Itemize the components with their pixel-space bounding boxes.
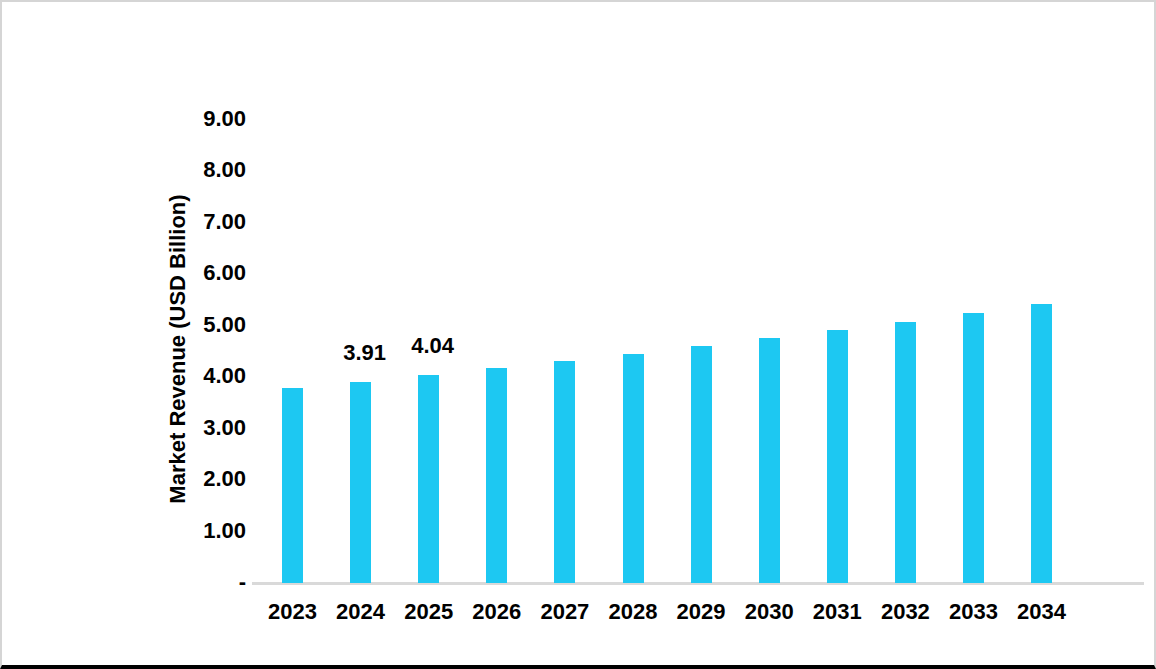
bar-2032 xyxy=(895,322,916,583)
y-tick-label: 1.00 xyxy=(186,518,246,544)
bar-2034 xyxy=(1031,304,1052,583)
x-axis-label: 2031 xyxy=(801,599,873,625)
y-tick-label: 3.00 xyxy=(186,415,246,441)
x-axis-label: 2026 xyxy=(461,599,533,625)
y-tick-label: - xyxy=(186,569,246,595)
x-axis-label: 2024 xyxy=(325,599,397,625)
bar-2026 xyxy=(486,368,507,583)
x-axis-label: 2025 xyxy=(393,599,465,625)
bar-2024 xyxy=(350,382,371,583)
x-axis-label: 2033 xyxy=(938,599,1010,625)
x-axis-label: 2027 xyxy=(529,599,601,625)
chart-canvas: Market Revenue (USD Billion) 9.00 8.00 7.0… xyxy=(0,0,1156,669)
x-axis-label: 2023 xyxy=(257,599,329,625)
bar-2029 xyxy=(691,346,712,583)
bar-2028 xyxy=(623,354,644,583)
y-tick-label: 8.00 xyxy=(186,157,246,183)
bar-2030 xyxy=(759,338,780,583)
y-tick-label: 7.00 xyxy=(186,209,246,235)
x-axis-label: 2032 xyxy=(869,599,941,625)
y-tick-label: 6.00 xyxy=(186,260,246,286)
x-axis-label: 2034 xyxy=(1006,599,1078,625)
bar-2027 xyxy=(554,361,575,583)
x-axis-label: 2028 xyxy=(597,599,669,625)
bar-2033 xyxy=(963,313,984,583)
bar-2023 xyxy=(282,388,303,583)
bar-2025 xyxy=(418,375,439,583)
y-tick-label: 9.00 xyxy=(186,106,246,132)
y-tick-label: 2.00 xyxy=(186,466,246,492)
bar-value-label: 4.04 xyxy=(388,334,478,358)
y-axis-title: Market Revenue (USD Billion) xyxy=(165,194,191,503)
y-tick-label: 4.00 xyxy=(186,363,246,389)
y-tick-label: 5.00 xyxy=(186,312,246,338)
bar-2031 xyxy=(827,330,848,583)
x-axis-label: 2029 xyxy=(665,599,737,625)
x-axis-label: 2030 xyxy=(733,599,805,625)
